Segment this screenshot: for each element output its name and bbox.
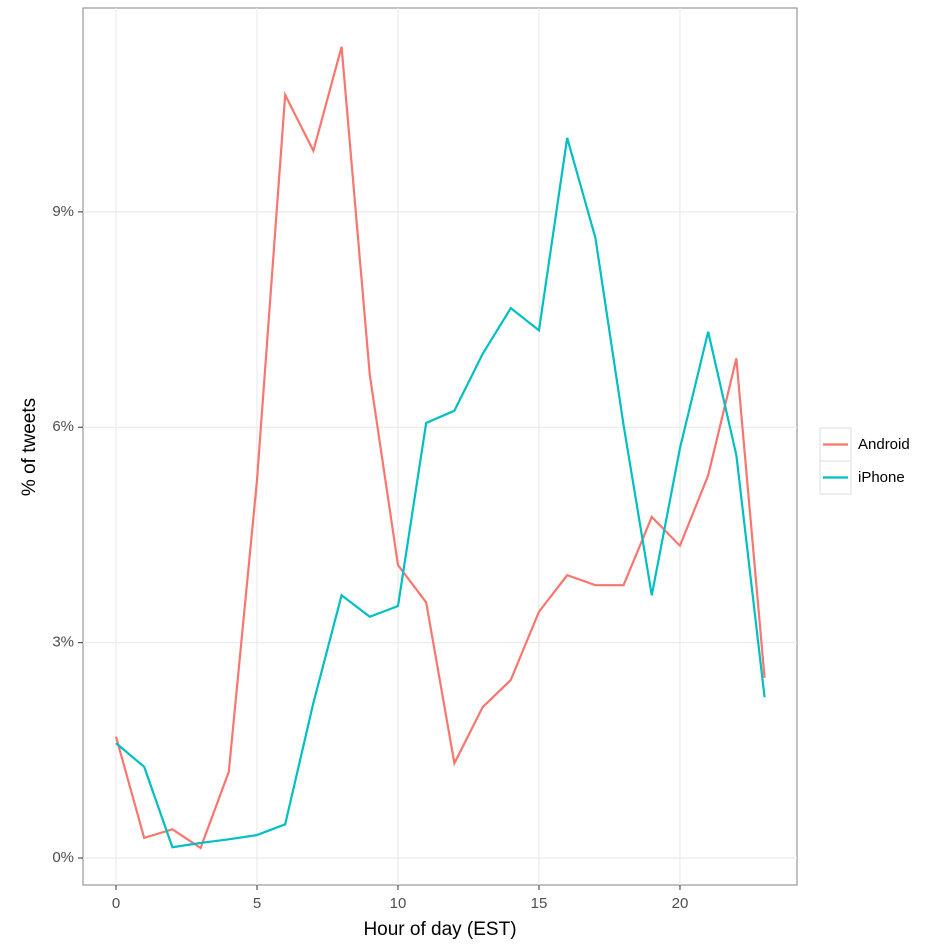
series-line <box>115 137 766 849</box>
y-tick-label: 3% <box>52 634 74 651</box>
legend: Android iPhone <box>819 427 910 495</box>
x-tick-label: 20 <box>672 895 689 912</box>
plot-panel <box>82 7 798 886</box>
x-tick-label: 10 <box>390 895 407 912</box>
legend-text: iPhone <box>858 469 905 486</box>
series-line <box>114 46 766 850</box>
x-axis-title: Hour of day (EST) <box>363 919 516 940</box>
x-tick-label: 5 <box>253 895 261 912</box>
x-tick-label: 0 <box>112 895 120 912</box>
y-tick-label: 0% <box>52 849 74 866</box>
x-tick-label: 15 <box>531 895 548 912</box>
y-tick-label: 9% <box>52 203 74 220</box>
legend-text: Android <box>858 436 910 453</box>
y-axis-title: % of tweets <box>19 398 40 496</box>
y-tick-label: 6% <box>52 418 74 435</box>
